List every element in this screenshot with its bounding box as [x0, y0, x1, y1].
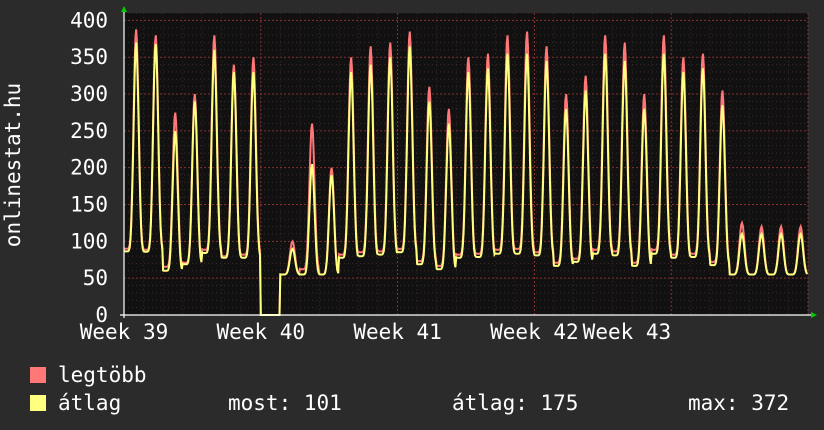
y-tick-label: 150 [70, 193, 108, 217]
legend-item-atlag: átlag [30, 390, 121, 416]
x-tick-labels: Week 39 Week 40 Week 41 Week 42 Week 43 [80, 320, 671, 344]
legend-swatch-atlag [30, 395, 46, 411]
stat-most: most: 101 [228, 391, 342, 415]
y-tick-label: 300 [70, 82, 108, 106]
legend-swatch-legtobb [30, 367, 46, 383]
x-axis-arrow-icon [811, 312, 817, 318]
x-tick-label: Week 40 [217, 320, 306, 344]
x-tick-label: Week 39 [80, 320, 169, 344]
y-tick-label: 350 [70, 45, 108, 69]
legend-label: átlag [58, 391, 122, 415]
y-axis-label: onlinestat.hu [1, 83, 25, 247]
y-tick-label: 400 [70, 8, 108, 32]
stat-max: max: 372 [688, 391, 790, 415]
y-tick-label: 100 [70, 229, 108, 253]
legend-item-legtobb: legtöbb [30, 362, 147, 388]
y-tick-labels: 0 50 100 150 200 250 300 350 400 [70, 8, 108, 327]
y-tick-label: 250 [70, 119, 108, 143]
stat-atlag: átlag: 175 [452, 391, 579, 415]
series-line-atlag [123, 42, 809, 316]
x-tick-label: Week 41 [353, 320, 442, 344]
y-tick-label: 0 [95, 303, 108, 327]
x-tick-label: Week 42 [490, 320, 579, 344]
y-tick-label: 50 [83, 266, 108, 290]
y-tick-label: 200 [70, 156, 108, 180]
legend-label: legtöbb [58, 363, 147, 387]
y-axis-arrow-icon [121, 6, 127, 12]
x-tick-label: Week 43 [583, 320, 672, 344]
